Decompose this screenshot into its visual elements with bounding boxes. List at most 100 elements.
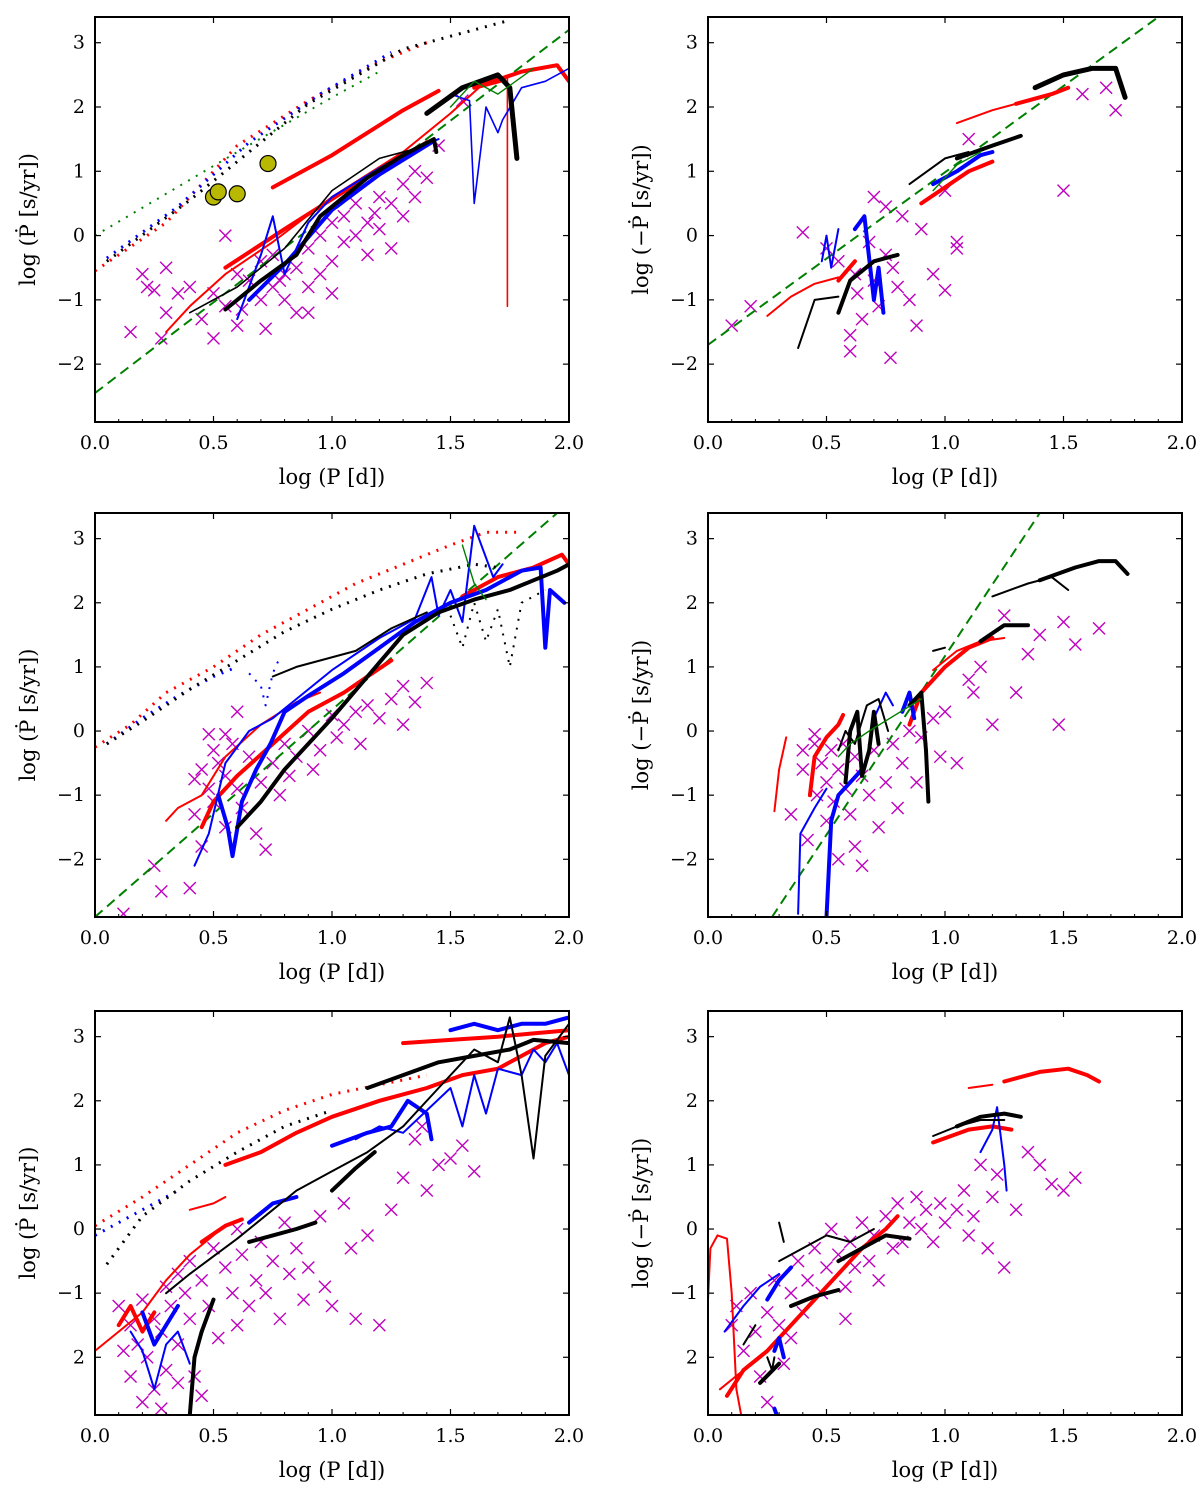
track-red-solid (199, 1217, 244, 1244)
y-tick-label: −1 (57, 784, 85, 806)
cross-marker (1021, 1145, 1035, 1159)
cross-marker (230, 1222, 244, 1236)
x-tick-label: 0.5 (198, 927, 228, 949)
cross-marker (919, 1203, 933, 1217)
cross-marker (1092, 621, 1106, 635)
cross-marker (985, 1190, 999, 1204)
x-tick-label: 0.0 (80, 432, 110, 454)
cross-marker (273, 274, 287, 288)
cross-marker (760, 1395, 774, 1409)
track-red-solid (1014, 85, 1071, 106)
cross-marker (784, 1286, 798, 1300)
cross-marker (891, 280, 905, 294)
cross-marker (748, 1325, 762, 1339)
track-black-solid (907, 690, 931, 804)
y-tick-label: 1 (686, 160, 698, 182)
cross-marker (1057, 184, 1070, 198)
y-tick-label: 2 (73, 96, 85, 118)
y-tick-label: 3 (686, 1026, 698, 1048)
cross-marker (154, 1402, 168, 1415)
cross-marker (966, 686, 980, 700)
cross-marker (325, 286, 339, 300)
track-blue-solid (448, 1015, 569, 1033)
panel-p1: 0.0 0.5 1.0 1.5 2.0 −2 −1 0 1 2 3 log (P [d]) log (Ṗ… (16, 16, 584, 489)
track-black-solid (991, 576, 1070, 598)
y-tick-label: 2 (686, 1346, 698, 1368)
cross-marker (974, 1158, 988, 1172)
cross-marker (183, 881, 197, 895)
cross-marker (926, 711, 940, 725)
cross-marker (796, 743, 810, 757)
cross-marker (325, 254, 339, 268)
cross-marker (211, 1331, 225, 1345)
cross-marker (1009, 1203, 1023, 1217)
cross-marker (933, 1196, 947, 1210)
y-tick-label: 3 (73, 528, 85, 550)
y-tick-label: 2 (73, 1346, 85, 1368)
track-black-solid (742, 1324, 757, 1346)
x-axis-label: log (P [d]) (892, 1458, 999, 1482)
track-blue-solid (140, 1304, 180, 1347)
cross-marker (372, 1318, 386, 1332)
observed-crosses (725, 1145, 1082, 1409)
y-tick-label: 3 (73, 32, 85, 54)
cross-marker (266, 1254, 280, 1268)
cross-marker (202, 727, 216, 741)
cross-marker (183, 280, 197, 294)
cross-marker (159, 261, 173, 275)
cross-marker (218, 727, 232, 741)
x-tick-label: 1.5 (1048, 1425, 1078, 1447)
cross-marker (950, 235, 964, 249)
track-black-solid (235, 562, 569, 830)
cross-marker (337, 1196, 351, 1210)
cross-marker (831, 763, 845, 777)
track-red-dotted (95, 41, 428, 273)
x-tick-label: 1.0 (317, 432, 347, 454)
cross-marker (235, 1248, 249, 1262)
cross-marker (938, 283, 952, 297)
y-tick-label: −2 (670, 848, 698, 870)
cross-marker (1057, 1184, 1070, 1198)
cross-marker (1075, 87, 1089, 101)
track-blue-solid (247, 1195, 299, 1225)
y-tick-label: −1 (670, 1282, 698, 1304)
y-axis-label: log (−Ṗ [s/yr]) (629, 1138, 653, 1288)
track-black-solid (189, 148, 416, 314)
y-tick-label: −2 (57, 848, 85, 870)
track-green-solid (461, 544, 487, 601)
cross-marker (1009, 686, 1023, 700)
cross-marker (154, 884, 168, 898)
track-black-solid (778, 1228, 875, 1263)
cross-marker (178, 1286, 192, 1300)
cross-marker (883, 351, 897, 365)
cross-marker (313, 743, 327, 757)
track-red-solid (95, 1234, 215, 1352)
track-blue-dotted (105, 665, 238, 746)
x-tick-label: 0.5 (811, 1425, 841, 1447)
cross-marker (188, 772, 202, 786)
track-red-solid (932, 637, 1006, 672)
track-red-solid (907, 636, 995, 727)
x-tick-label: 0.5 (198, 432, 228, 454)
track-blue-solid (193, 524, 504, 867)
cross-marker (966, 1209, 980, 1223)
cross-marker (838, 1312, 852, 1326)
y-tick-label: −2 (57, 353, 85, 375)
track-blue-solid (797, 787, 828, 915)
track-black-dotted (105, 18, 511, 263)
cross-marker (242, 1299, 256, 1313)
cross-marker (950, 1203, 964, 1217)
y-tick-label: −1 (57, 289, 85, 311)
cross-marker (353, 737, 367, 751)
x-axis-label: log (P [d]) (892, 465, 999, 489)
observed-crosses (112, 1119, 481, 1415)
cross-marker (183, 1254, 197, 1268)
x-tick-label: 1.0 (930, 432, 960, 454)
cross-marker (820, 241, 833, 255)
cross-marker (926, 267, 940, 281)
y-axis-label: log (−Ṗ [s/yr]) (629, 144, 653, 294)
x-tick-label: 2.0 (1167, 927, 1197, 949)
cross-marker (938, 1216, 952, 1230)
cross-marker (820, 1261, 833, 1275)
track-black-solid (837, 698, 890, 752)
